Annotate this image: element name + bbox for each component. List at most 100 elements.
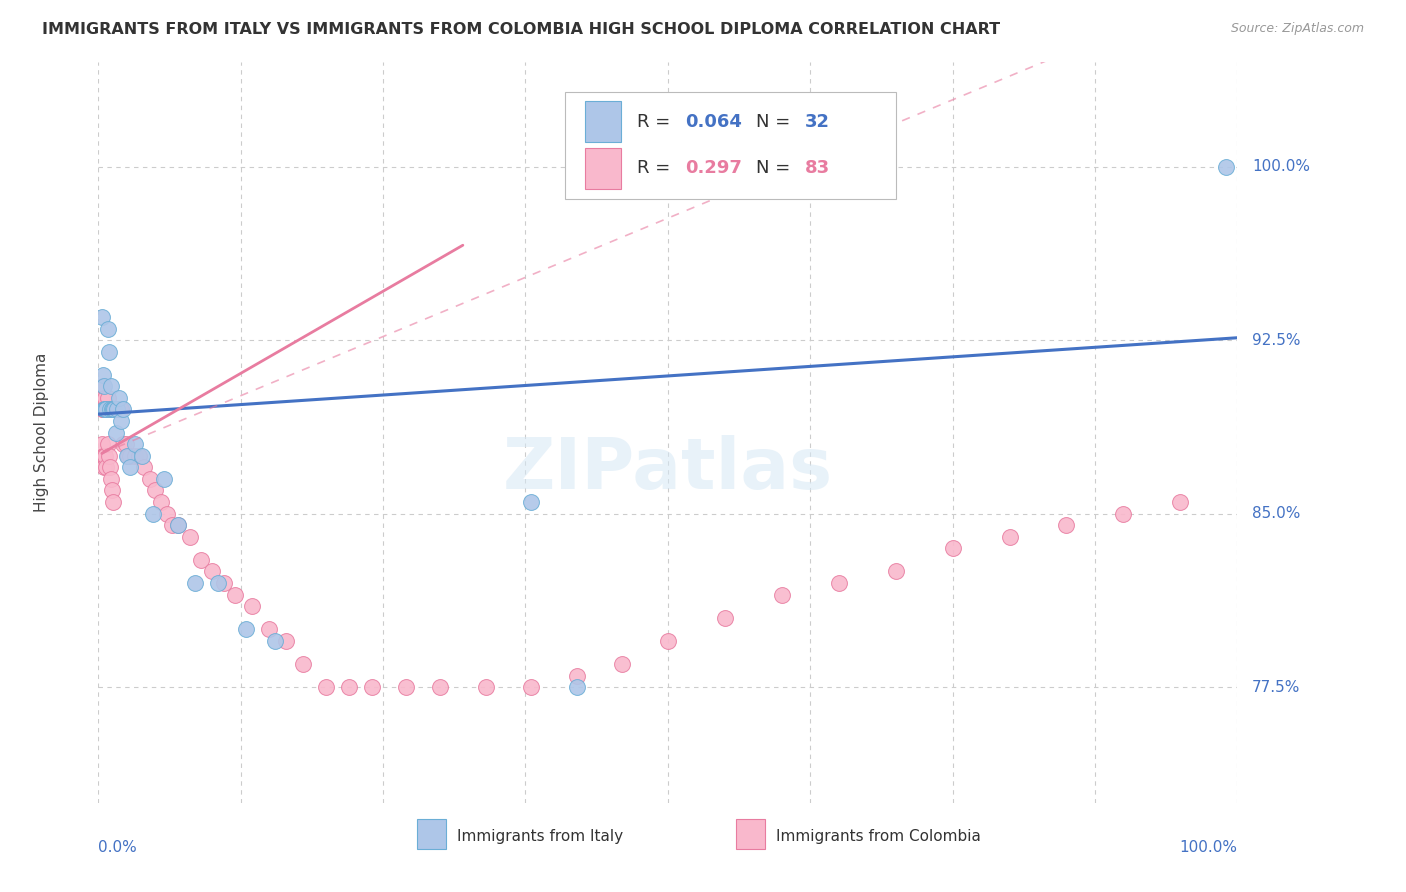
Point xyxy=(124,449,146,463)
Point xyxy=(98,402,121,417)
FancyBboxPatch shape xyxy=(418,819,446,848)
Point xyxy=(105,402,128,417)
Text: 100.0%: 100.0% xyxy=(1180,840,1237,855)
FancyBboxPatch shape xyxy=(737,819,765,848)
Point xyxy=(91,449,114,463)
Point xyxy=(103,495,125,509)
Point xyxy=(96,402,118,417)
Point xyxy=(657,633,679,648)
Point xyxy=(884,565,907,579)
Point xyxy=(96,391,118,405)
Point xyxy=(429,680,451,694)
Point xyxy=(998,530,1021,544)
Point xyxy=(101,402,124,417)
Point xyxy=(201,565,224,579)
Point xyxy=(207,576,229,591)
Point xyxy=(93,460,115,475)
Point xyxy=(96,460,118,475)
Point xyxy=(97,449,120,463)
Point xyxy=(90,310,112,324)
Point xyxy=(96,402,118,417)
Point xyxy=(276,633,298,648)
Point xyxy=(107,402,129,417)
Point xyxy=(395,680,418,694)
Point xyxy=(103,402,125,417)
Text: High School Diploma: High School Diploma xyxy=(34,353,49,512)
Point xyxy=(240,599,263,614)
Point xyxy=(112,437,135,451)
Point xyxy=(828,576,851,591)
Point xyxy=(105,402,128,417)
Point xyxy=(97,402,120,417)
Point xyxy=(315,680,337,694)
Point xyxy=(104,402,127,417)
Point xyxy=(94,402,117,417)
Point xyxy=(150,495,173,509)
Point xyxy=(98,402,121,417)
Point xyxy=(770,588,793,602)
Point xyxy=(96,437,118,451)
Point xyxy=(120,449,142,463)
Point xyxy=(142,507,165,521)
Point xyxy=(91,379,114,393)
Point xyxy=(100,402,122,417)
Point xyxy=(235,622,257,636)
Point xyxy=(162,518,184,533)
Point xyxy=(100,472,122,486)
Text: 85.0%: 85.0% xyxy=(1253,506,1301,521)
Point xyxy=(520,495,543,509)
Point xyxy=(93,402,115,417)
Point xyxy=(101,402,124,417)
Text: 0.297: 0.297 xyxy=(685,160,742,178)
Point xyxy=(110,402,132,417)
Point xyxy=(105,402,128,417)
Point xyxy=(94,391,117,405)
Point xyxy=(167,518,190,533)
Point xyxy=(104,425,127,440)
Point xyxy=(117,449,139,463)
Point xyxy=(132,460,155,475)
Point xyxy=(264,633,287,648)
Point xyxy=(474,680,496,694)
Point xyxy=(124,437,146,451)
Point xyxy=(145,483,167,498)
Text: 0.0%: 0.0% xyxy=(98,840,138,855)
Point xyxy=(91,402,114,417)
Text: ZIPatlas: ZIPatlas xyxy=(503,435,832,504)
Point xyxy=(108,391,131,405)
Point xyxy=(1112,507,1135,521)
Text: 92.5%: 92.5% xyxy=(1253,333,1301,348)
Text: Immigrants from Colombia: Immigrants from Colombia xyxy=(776,829,981,844)
FancyBboxPatch shape xyxy=(585,148,621,189)
Point xyxy=(224,588,246,602)
Point xyxy=(94,449,117,463)
Point xyxy=(98,460,121,475)
Point xyxy=(96,402,118,417)
Point xyxy=(1215,160,1237,174)
FancyBboxPatch shape xyxy=(565,92,896,200)
Point xyxy=(153,472,176,486)
Point xyxy=(97,344,120,359)
Point xyxy=(100,379,122,393)
Point xyxy=(98,402,121,417)
Point xyxy=(184,576,207,591)
Text: 32: 32 xyxy=(804,112,830,130)
Point xyxy=(90,391,112,405)
Point xyxy=(94,402,117,417)
Point xyxy=(156,507,179,521)
Point xyxy=(714,610,737,624)
Point xyxy=(120,460,142,475)
Point xyxy=(167,518,190,533)
Point xyxy=(97,402,120,417)
Text: R =: R = xyxy=(637,112,676,130)
Point xyxy=(110,414,132,428)
Point xyxy=(108,402,131,417)
Point xyxy=(292,657,315,671)
Text: N =: N = xyxy=(755,112,796,130)
Text: R =: R = xyxy=(637,160,676,178)
Point xyxy=(93,449,115,463)
Point xyxy=(565,668,588,682)
Point xyxy=(131,449,153,463)
Point xyxy=(91,368,114,382)
Text: N =: N = xyxy=(755,160,796,178)
